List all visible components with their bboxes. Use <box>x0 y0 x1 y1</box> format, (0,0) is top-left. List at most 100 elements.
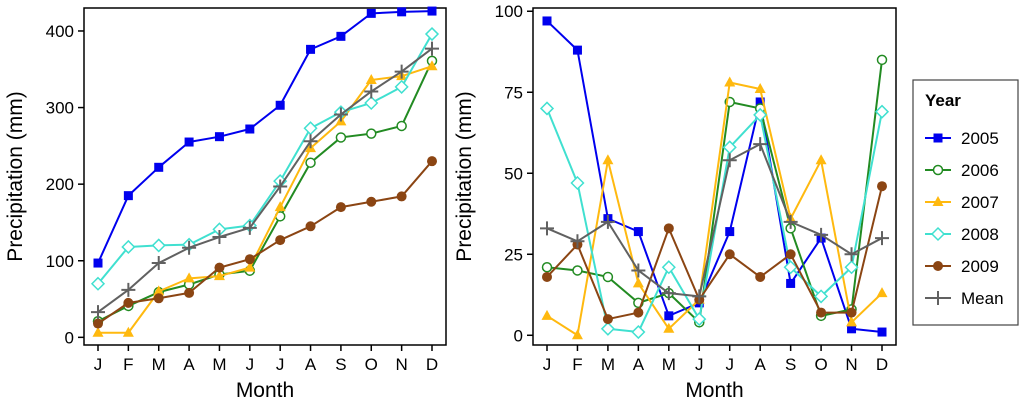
data-point-2009 <box>877 181 887 192</box>
x-tick-label: F <box>572 355 582 374</box>
data-point-mean <box>844 247 859 262</box>
legend-marker <box>931 291 945 305</box>
y-tick-label: 100 <box>495 2 523 21</box>
data-point-mean <box>783 214 798 229</box>
data-point-2006 <box>396 120 407 132</box>
data-point-2009 <box>305 221 316 232</box>
data-point-2007 <box>724 76 736 87</box>
data-point-2008 <box>394 79 409 94</box>
data-point-2005 <box>847 324 857 334</box>
data-point-2009 <box>396 191 407 202</box>
legend-marker <box>932 164 944 176</box>
data-point-2005 <box>427 6 437 16</box>
data-point-2009 <box>427 156 437 167</box>
data-point-2008 <box>814 289 829 304</box>
y-tick-label: 0 <box>65 328 74 347</box>
x-axis-label: Month <box>236 379 294 402</box>
x-tick-label: A <box>755 355 767 374</box>
y-tick-label: 100 <box>46 252 74 271</box>
data-point-2006 <box>366 128 377 139</box>
data-point-mean <box>600 214 615 229</box>
data-point-mean <box>540 221 554 236</box>
x-tick-label: J <box>543 355 552 374</box>
data-point-2008 <box>692 312 707 327</box>
y-tick-label: 75 <box>504 83 523 102</box>
data-point-2009 <box>724 249 735 260</box>
series-mean <box>91 41 439 320</box>
data-point-2007 <box>153 285 165 296</box>
data-point-2009 <box>93 318 103 329</box>
x-tick-label: A <box>633 355 645 374</box>
data-point-mean <box>814 227 829 242</box>
y-axis-label: Precipitation (mm) <box>453 91 476 261</box>
x-tick-label: D <box>876 355 888 374</box>
data-point-2008 <box>600 321 615 336</box>
data-point-2009 <box>846 307 857 318</box>
x-tick-label: F <box>123 355 133 374</box>
data-point-mean <box>394 64 409 79</box>
data-point-2007 <box>92 326 104 337</box>
series-2009 <box>93 156 437 329</box>
data-point-mean <box>722 153 737 168</box>
data-point-2005 <box>123 191 133 201</box>
data-point-2007 <box>632 277 644 288</box>
plot-frame <box>532 7 897 346</box>
x-tick-label: S <box>785 355 796 374</box>
data-point-2008 <box>364 95 379 111</box>
y-tick-label: 25 <box>504 245 523 264</box>
data-point-2006 <box>572 265 583 276</box>
plot-frame <box>83 7 447 346</box>
series-line-mean <box>97 47 433 313</box>
data-point-2005 <box>877 327 887 337</box>
data-point-2007 <box>541 309 553 320</box>
data-point-2008 <box>424 26 440 42</box>
data-point-2008 <box>570 175 585 191</box>
data-point-2009 <box>275 235 286 246</box>
data-point-2005 <box>275 100 285 110</box>
data-point-2007 <box>244 261 256 272</box>
series-line-2008 <box>97 33 433 285</box>
data-point-2009 <box>542 271 552 282</box>
legend-title: Year <box>925 91 961 110</box>
y-axis-label: Precipitation (mm) <box>4 91 27 261</box>
x-tick-label: M <box>212 355 226 374</box>
data-point-2005 <box>542 16 552 26</box>
series-2005 <box>93 6 437 268</box>
data-point-2007 <box>426 60 438 71</box>
series-2005 <box>542 16 887 337</box>
data-point-2007 <box>365 73 377 84</box>
data-point-2005 <box>366 8 376 18</box>
data-point-mean <box>425 41 439 56</box>
y-tick-label: 0 <box>514 326 523 345</box>
data-point-2009 <box>214 262 225 273</box>
data-point-2009 <box>633 307 644 318</box>
series-line-2006 <box>97 60 433 323</box>
data-point-2005 <box>245 124 255 134</box>
legend-entry-2009: 2009 <box>925 257 999 276</box>
data-point-mean <box>570 234 585 249</box>
data-point-2008 <box>121 239 136 255</box>
data-point-mean <box>303 134 318 149</box>
x-tick-label: J <box>725 355 734 374</box>
data-point-2009 <box>335 202 346 213</box>
data-point-2008 <box>783 260 798 275</box>
legend-marker <box>933 261 943 271</box>
x-tick-label: O <box>814 355 827 374</box>
data-point-2008 <box>90 276 106 291</box>
data-point-mean <box>661 286 676 301</box>
data-point-2007 <box>122 326 134 337</box>
x-tick-label: S <box>335 355 346 374</box>
data-point-mean <box>753 137 768 152</box>
series-line-mean <box>546 143 883 298</box>
data-point-2008 <box>753 107 768 122</box>
data-point-2009 <box>602 314 613 325</box>
data-point-mean <box>242 220 257 235</box>
data-point-2005 <box>214 132 224 142</box>
legend-label: 2005 <box>961 129 999 148</box>
data-point-2005 <box>633 227 643 237</box>
legend-label: 2006 <box>961 161 999 180</box>
x-tick-label: M <box>601 355 615 374</box>
data-point-2007 <box>213 270 225 281</box>
